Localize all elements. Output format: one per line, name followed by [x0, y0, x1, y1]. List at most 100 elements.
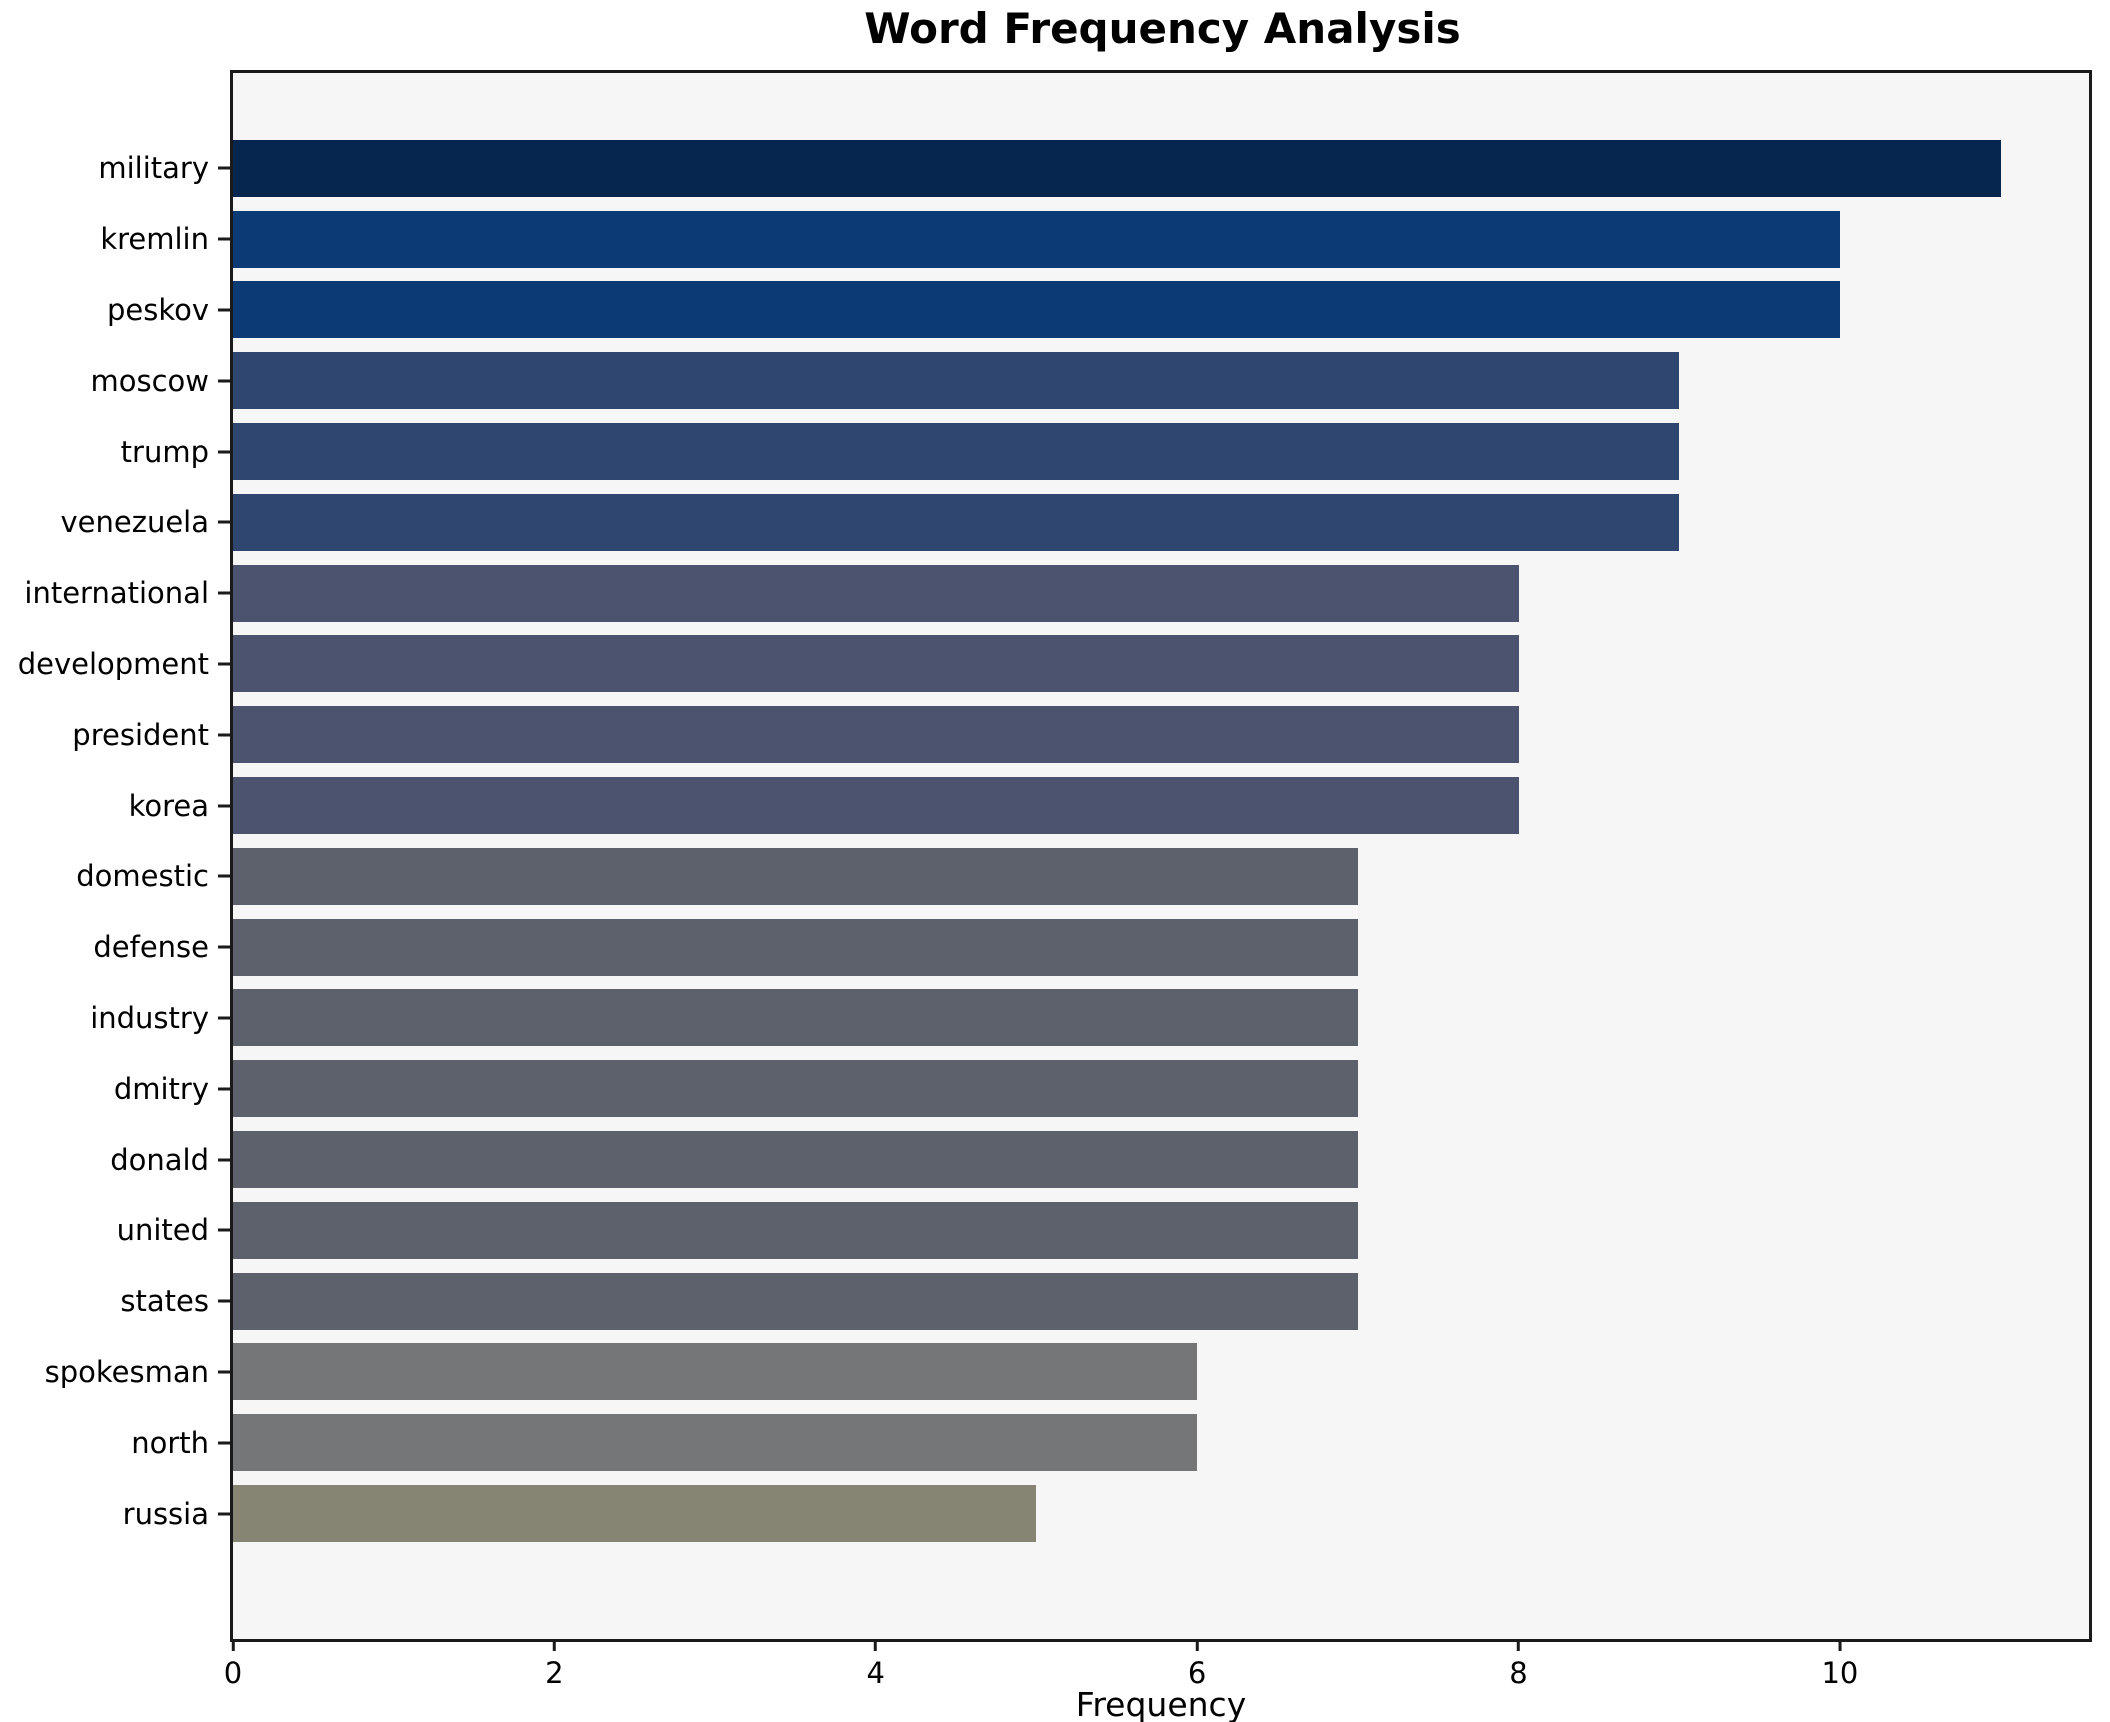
- plot-area: military kremlin peskov moscow trump venezuel…: [18, 70, 2092, 1642]
- bar-row: military: [98, 133, 2089, 204]
- x-tick: 0: [224, 1639, 242, 1690]
- x-tick: 2: [545, 1639, 564, 1690]
- x-tick-label: 10: [1821, 1656, 1859, 1690]
- y-axis-label: united: [116, 1213, 209, 1248]
- y-tick-mark: [218, 1087, 230, 1091]
- bar-row: north: [131, 1407, 2089, 1478]
- y-axis-label: spokesman: [44, 1354, 209, 1389]
- bar-row: kremlin: [100, 204, 2089, 275]
- frequency-bar: [233, 352, 1680, 410]
- y-axis-label: kremlin: [100, 222, 209, 257]
- bar-row: united: [117, 1195, 2089, 1266]
- y-tick-mark: [218, 237, 230, 241]
- frequency-bar: [233, 281, 1840, 339]
- y-axis-label: korea: [128, 788, 209, 823]
- y-axis-label: defense: [93, 930, 209, 965]
- y-axis-label: domestic: [76, 859, 209, 894]
- y-axis-label: trump: [120, 434, 209, 469]
- frequency-bar: [233, 1485, 1037, 1543]
- frequency-bar: [233, 847, 1358, 905]
- bar-row: donald: [110, 1124, 2089, 1195]
- bar-row: russia: [123, 1478, 2089, 1549]
- x-tick-label: 6: [1187, 1656, 1207, 1690]
- y-axis-label: peskov: [106, 292, 209, 327]
- x-tick: 4: [867, 1639, 885, 1690]
- y-tick-mark: [218, 733, 230, 737]
- frequency-bar: [233, 989, 1358, 1047]
- y-axis-label: states: [120, 1284, 209, 1319]
- bar-row: president: [72, 699, 2089, 770]
- y-tick-mark: [218, 1016, 230, 1020]
- bar-row: industry: [90, 983, 2089, 1054]
- y-tick-mark: [218, 520, 230, 524]
- y-tick-mark: [218, 379, 230, 383]
- x-tick-mark: [231, 1639, 235, 1651]
- bars-container: military kremlin peskov moscow trump venezuel…: [18, 73, 2089, 1549]
- y-tick-mark: [218, 1441, 230, 1445]
- y-axis-label: russia: [122, 1496, 209, 1531]
- y-axis-label: development: [17, 646, 209, 681]
- frequency-bar: [233, 564, 1519, 622]
- x-axis-label: Frequency: [1075, 1685, 1247, 1722]
- y-tick-mark: [218, 1370, 230, 1374]
- bar-row: development: [18, 629, 2089, 700]
- bar-row: states: [120, 1266, 2089, 1337]
- x-tick-mark: [1838, 1639, 1842, 1651]
- x-tick-label: 2: [545, 1656, 564, 1690]
- y-axis-label: moscow: [90, 363, 209, 398]
- y-axis-label: international: [24, 576, 209, 611]
- y-axis-label: industry: [90, 1000, 209, 1035]
- frequency-bar: [233, 635, 1519, 693]
- bar-row: peskov: [107, 275, 2089, 346]
- x-tick-mark: [1195, 1639, 1199, 1651]
- frequency-bar: [233, 1272, 1358, 1330]
- y-tick-mark: [218, 1158, 230, 1162]
- bar-row: trump: [121, 416, 2089, 487]
- x-tick: 8: [1509, 1639, 1528, 1690]
- frequency-bar: [233, 1201, 1358, 1259]
- frequency-bar: [233, 706, 1519, 764]
- frequency-bar: [233, 918, 1358, 976]
- x-tick: 10: [1821, 1639, 1858, 1690]
- y-tick-mark: [218, 450, 230, 454]
- y-axis-label: donald: [110, 1142, 209, 1177]
- y-tick-mark: [218, 874, 230, 878]
- x-tick-mark: [1517, 1639, 1521, 1651]
- frequency-bar: [233, 423, 1680, 481]
- frequency-bar: [233, 777, 1519, 835]
- y-axis-label: dmitry: [113, 1071, 209, 1106]
- x-tick-mark: [874, 1639, 878, 1651]
- y-tick-mark: [218, 945, 230, 949]
- frequency-bar: [233, 493, 1680, 551]
- y-tick-mark: [218, 166, 230, 170]
- frequency-bar: [233, 1131, 1358, 1189]
- y-tick-mark: [218, 308, 230, 312]
- x-tick-label: 0: [223, 1656, 243, 1690]
- bar-row: venezuela: [61, 487, 2089, 558]
- y-tick-mark: [218, 1299, 230, 1303]
- y-axis-label: military: [98, 151, 209, 186]
- y-tick-mark: [218, 662, 230, 666]
- y-axis-label: president: [72, 717, 209, 752]
- bar-row: spokesman: [45, 1337, 2089, 1408]
- frequency-bar: [233, 210, 1840, 268]
- y-tick-mark: [218, 804, 230, 808]
- y-tick-mark: [218, 1512, 230, 1516]
- x-tick-label: 4: [866, 1656, 885, 1690]
- x-tick: 6: [1188, 1639, 1206, 1690]
- bar-row: korea: [129, 770, 2089, 841]
- bar-row: international: [24, 558, 2089, 629]
- bar-row: domestic: [76, 841, 2089, 912]
- bar-row: defense: [93, 912, 2089, 983]
- x-axis: 0 2 4 6 8 10: [224, 1639, 2089, 1699]
- y-axis-label: venezuela: [60, 505, 210, 540]
- x-tick-mark: [552, 1639, 556, 1651]
- frequency-bar: [233, 139, 2001, 197]
- x-tick-label: 8: [1509, 1656, 1528, 1690]
- chart-title: Word Frequency Analysis: [864, 4, 1461, 53]
- frequency-bar: [233, 1414, 1198, 1472]
- frequency-bar: [233, 1343, 1198, 1401]
- bar-row: dmitry: [114, 1053, 2089, 1124]
- y-tick-mark: [218, 1228, 230, 1232]
